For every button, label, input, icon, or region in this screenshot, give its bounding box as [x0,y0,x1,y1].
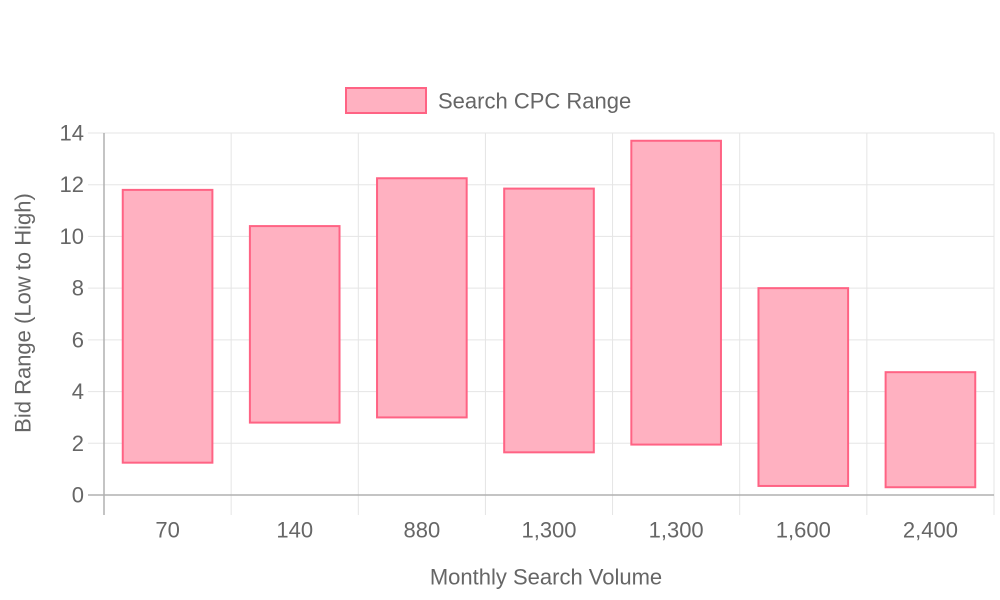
y-axis-title: Bid Range (Low to High) [11,193,36,433]
range-bar[interactable] [376,177,468,419]
x-tick-label: 1,600 [776,518,831,543]
range-bar[interactable] [884,371,977,489]
y-tick-label: 0 [72,483,84,508]
legend-swatch[interactable] [345,87,427,114]
y-tick-label: 4 [72,379,84,404]
y-tick-label: 8 [72,276,84,301]
y-tick-label: 2 [72,431,84,456]
axes: 0 2 4 6 8 10 12 14 70 140 880 1,300 1,300 1,600 2,400 [60,121,994,543]
x-tick-label: 2,400 [903,518,958,543]
range-bar[interactable] [248,225,341,424]
x-tick-label: 70 [155,518,179,543]
x-tick-label: 1,300 [521,518,576,543]
range-bar[interactable] [757,287,850,487]
range-bar[interactable] [630,139,722,446]
x-tick-label: 140 [276,518,313,543]
range-bar[interactable] [503,187,595,454]
x-tick-label: 880 [403,518,440,543]
y-tick-label: 10 [60,224,84,249]
y-tick-label: 6 [72,327,84,352]
legend[interactable]: Search CPC Range [345,87,631,114]
x-axis-title: Monthly Search Volume [430,565,662,590]
x-tick-label: 1,300 [649,518,704,543]
bars [121,139,977,489]
legend-label[interactable]: Search CPC Range [438,89,631,114]
y-tick-label: 14 [60,121,84,146]
range-bar[interactable] [121,188,214,464]
y-tick-label: 12 [60,172,84,197]
